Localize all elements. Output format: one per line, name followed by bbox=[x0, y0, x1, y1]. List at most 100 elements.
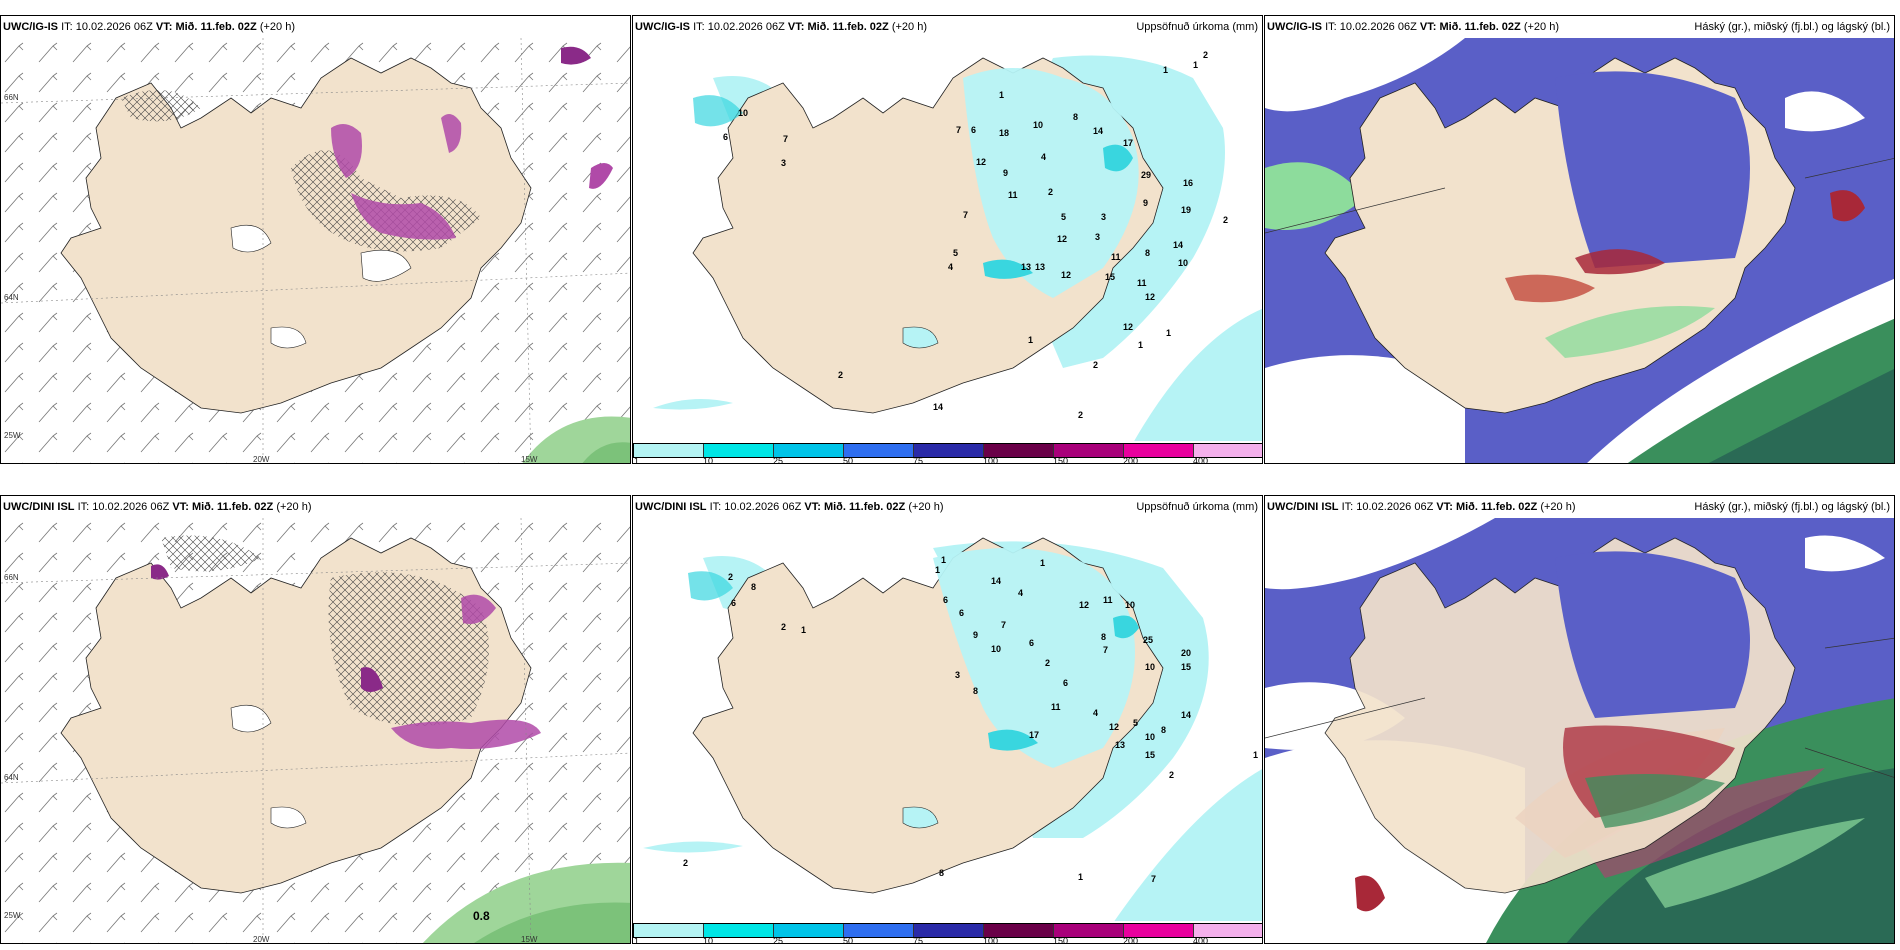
precip-value: 6 bbox=[1029, 638, 1034, 648]
colorbar-swatch bbox=[984, 444, 1054, 457]
precip-value: 25 bbox=[1143, 635, 1153, 645]
colorbar-label: 75 bbox=[913, 936, 924, 944]
it-label: IT: bbox=[1325, 21, 1337, 33]
precip-values: 10 6 3 7 2 1 7 6 18 12 9 10 8 4 14 17 9 … bbox=[723, 50, 1228, 420]
colorbar-label: 10 bbox=[703, 456, 714, 464]
precip-value: 12 bbox=[1057, 234, 1067, 244]
panel-bottom-right: UWC/DINI ISL IT: 10.02.2026 06Z VT: Mið.… bbox=[1264, 495, 1895, 944]
init-time: 10.02.2026 06Z bbox=[724, 501, 802, 513]
precip-value: 5 bbox=[953, 248, 958, 258]
precip-values: 1 2 8 6 2 1 1 6 6 9 14 4 1 11 12 10 6 10… bbox=[683, 555, 1258, 884]
colorbar-swatch bbox=[984, 924, 1054, 937]
panel-header: UWC/DINI ISL IT: 10.02.2026 06Z VT: Mið.… bbox=[633, 496, 1262, 518]
it-label: IT: bbox=[693, 21, 705, 33]
colorbar: 1 10 25 50 75 100 150 200 400 bbox=[633, 441, 1262, 464]
panel-top-middle: UWC/IG-IS IT: 10.02.2026 06Z VT: Mið. 11… bbox=[632, 15, 1263, 464]
colorbar-swatch bbox=[1124, 444, 1194, 457]
valid-time: Mið. 11.feb. 02Z bbox=[175, 21, 257, 33]
colorbar-swatch bbox=[634, 924, 704, 937]
precip-value: 2 bbox=[728, 572, 733, 582]
precip-value: 14 bbox=[1173, 240, 1183, 250]
panel-bottom-left: UWC/DINI ISL IT: 10.02.2026 06Z VT: Mið.… bbox=[0, 495, 631, 944]
precip-value: 15 bbox=[1145, 750, 1155, 760]
panel-header: UWC/IG-IS IT: 10.02.2026 06Z VT: Mið. 11… bbox=[1, 16, 630, 38]
colorbar-label: 100 bbox=[983, 456, 999, 464]
colorbar-label: 25 bbox=[773, 936, 784, 944]
precip-value: 12 bbox=[1145, 292, 1155, 302]
colorbar-label: 25 bbox=[773, 456, 784, 464]
panel-top-left: UWC/IG-IS IT: 10.02.2026 06Z VT: Mið. 11… bbox=[0, 15, 631, 464]
lead-time: (+20 h) bbox=[1523, 21, 1559, 33]
colorbar-label: 50 bbox=[843, 456, 854, 464]
precip-value: 11 bbox=[1051, 702, 1061, 712]
precip-value: 8 bbox=[751, 582, 756, 592]
precip-value: 13 bbox=[1115, 740, 1125, 750]
precip-value: 2 bbox=[683, 858, 688, 868]
precip-value: 12 bbox=[976, 157, 986, 167]
colorbar-swatches bbox=[633, 923, 1262, 938]
precip-value: 2 bbox=[1223, 215, 1228, 225]
colorbar-swatch bbox=[844, 444, 914, 457]
vt-label: VT: bbox=[804, 501, 821, 513]
precip-value: 11 bbox=[1008, 190, 1018, 200]
iceland-landmass bbox=[60, 57, 532, 414]
vt-label: VT: bbox=[155, 21, 173, 33]
colorbar-swatch bbox=[1124, 924, 1194, 937]
colorbar-swatch bbox=[1054, 444, 1124, 457]
panel-header: UWC/DINI ISL IT: 10.02.2026 06Z VT: Mið.… bbox=[1265, 496, 1894, 518]
precip-value: 3 bbox=[781, 158, 786, 168]
precip-value: 12 bbox=[1109, 722, 1119, 732]
precip-value: 9 bbox=[973, 630, 978, 640]
precip-value: 2 bbox=[1169, 770, 1174, 780]
panel-title: Uppsöfnuð úrkoma (mm) bbox=[1136, 501, 1258, 513]
colorbar-swatch bbox=[914, 924, 984, 937]
model-name: UWC/DINI ISL bbox=[635, 501, 707, 513]
precip-value: 14 bbox=[933, 402, 943, 412]
precip-value: 8 bbox=[1101, 632, 1106, 642]
colorbar-swatch bbox=[1194, 444, 1262, 457]
lead-time: (+20 h) bbox=[276, 501, 312, 513]
precip-value: 7 bbox=[956, 125, 961, 135]
colorbar-swatch bbox=[704, 444, 774, 457]
panel-header: UWC/DINI ISL IT: 10.02.2026 06Z VT: Mið.… bbox=[1, 496, 630, 518]
precip-value: 9 bbox=[1143, 198, 1148, 208]
lat-label: 66N bbox=[4, 93, 19, 102]
precip-value: 3 bbox=[1101, 212, 1106, 222]
cloud-map bbox=[1265, 38, 1894, 463]
colorbar-label: 400 bbox=[1193, 456, 1209, 464]
panel-title: Háský (gr.), miðský (fj.bl.) og lágský (… bbox=[1694, 501, 1890, 513]
precip-value: 15 bbox=[1105, 272, 1115, 282]
it-label: IT: bbox=[61, 21, 73, 33]
precip-value: 1 bbox=[1193, 60, 1198, 70]
precip-value: 9 bbox=[1003, 168, 1008, 178]
precip-value: 2 bbox=[781, 622, 786, 632]
vt-label: VT: bbox=[1419, 21, 1437, 33]
precip-value: 6 bbox=[959, 608, 964, 618]
precip-value: 1 bbox=[1028, 335, 1033, 345]
colorbar-label: 200 bbox=[1123, 936, 1139, 944]
colorbar-label: 150 bbox=[1053, 456, 1069, 464]
init-time: 10.02.2026 06Z bbox=[707, 21, 785, 33]
precip-value: 5 bbox=[1061, 212, 1066, 222]
precip-value: 5 bbox=[1133, 718, 1138, 728]
colorbar-label: 10 bbox=[703, 936, 714, 944]
precip-value: 10 bbox=[1178, 258, 1188, 268]
precip-value: 7 bbox=[1001, 620, 1006, 630]
precip-value: 13 bbox=[1021, 262, 1031, 272]
precip-value: 7 bbox=[963, 210, 968, 220]
precip-value: 1 bbox=[1138, 340, 1143, 350]
panel-title: Háský (gr.), miðský (fj.bl.) og lágský (… bbox=[1694, 21, 1890, 33]
colorbar-swatch bbox=[634, 444, 704, 457]
precip-value: 1 bbox=[935, 565, 940, 575]
valid-time: Mið. 11.feb. 02Z bbox=[191, 501, 274, 513]
lead-time: (+20 h) bbox=[1540, 501, 1576, 513]
colorbar-swatch bbox=[774, 444, 844, 457]
precip-value: 3 bbox=[1095, 232, 1100, 242]
precip-value: 2 bbox=[1093, 360, 1098, 370]
lat-label: 66N bbox=[4, 573, 19, 582]
precip-value: 10 bbox=[1125, 600, 1135, 610]
lon-label: 20W bbox=[253, 935, 270, 944]
panel-header: UWC/IG-IS IT: 10.02.2026 06Z VT: Mið. 11… bbox=[633, 16, 1262, 38]
precip-value: 17 bbox=[1123, 138, 1133, 148]
precip-value: 11 bbox=[1111, 252, 1121, 262]
